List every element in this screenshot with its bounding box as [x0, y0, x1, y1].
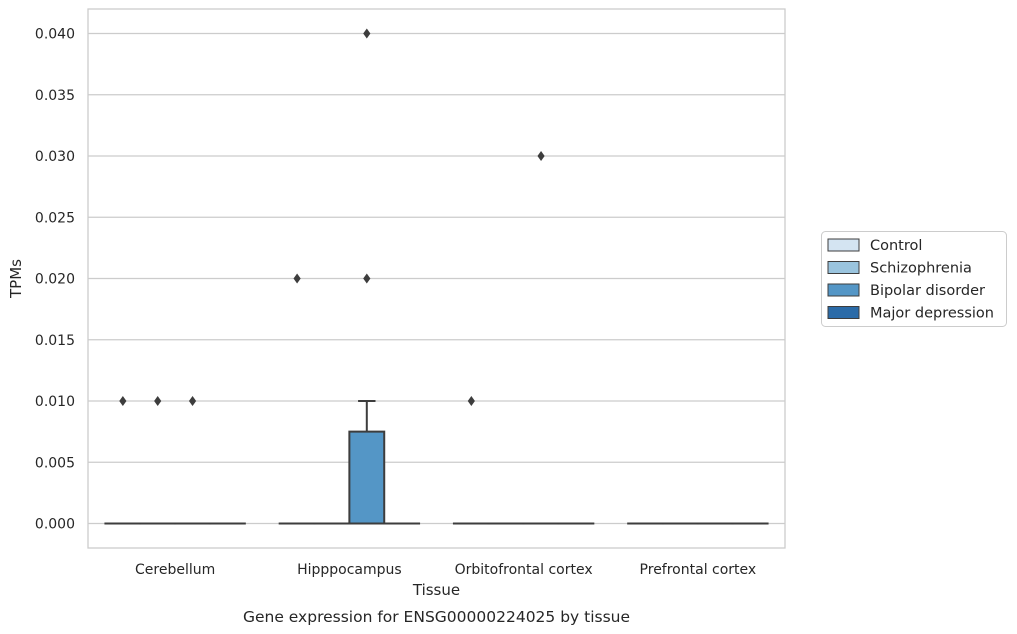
legend-label: Control [870, 238, 922, 254]
y-tick-label: 0.040 [35, 27, 75, 43]
outlier-point [363, 28, 371, 39]
outlier-points [119, 28, 545, 406]
y-tick-label: 0.000 [35, 517, 75, 533]
chart-caption: Gene expression for ENSG00000224025 by t… [243, 608, 630, 626]
y-tick-label: 0.015 [35, 333, 75, 349]
grid-lines [88, 32, 785, 525]
outlier-point [154, 396, 162, 406]
outlier-point [119, 396, 127, 406]
y-tick-label: 0.005 [35, 455, 75, 471]
legend-swatch [827, 261, 860, 274]
x-tick-label: Hipppocampus [297, 562, 402, 578]
y-tick-label: 0.030 [35, 149, 75, 165]
legend: Control Schizophrenia Bipolar disorder Majo… [821, 231, 1007, 327]
y-tick-label: 0.010 [35, 394, 75, 410]
plot-frame [87, 8, 786, 549]
box-body [348, 430, 386, 525]
outlier-point [467, 396, 475, 406]
legend-label: Schizophrenia [870, 261, 972, 277]
y-tick-label: 0.025 [35, 210, 75, 226]
outlier-point [188, 396, 197, 406]
box-series [104, 400, 769, 525]
legend-label: Major depression [870, 306, 994, 322]
x-axis-label: Tissue [412, 581, 460, 599]
legend-swatch [827, 306, 860, 319]
x-tick-label: Orbitofrontal cortex [455, 562, 593, 578]
outlier-point [537, 151, 545, 161]
outlier-point [363, 273, 371, 284]
box-bipolar-disorder [348, 400, 386, 525]
y-tick-label: 0.020 [35, 272, 75, 288]
x-tick-label: Cerebellum [135, 562, 215, 578]
legend-swatch [827, 238, 860, 252]
legend-label: Bipolar disorder [870, 283, 985, 299]
x-tick-label: Prefrontal cortex [640, 562, 757, 578]
y-axis-ticks: 0.000 0.005 0.010 0.015 0.020 0.025 0.030 0.035… [35, 27, 75, 533]
y-tick-label: 0.035 [35, 88, 75, 104]
outlier-point [293, 273, 301, 284]
legend-swatch [827, 283, 860, 297]
y-axis-label: TPMs [7, 259, 25, 299]
x-axis-ticks: Cerebellum Hipppocampus Orbitofrontal cort… [135, 562, 756, 578]
legend-frame [821, 231, 1007, 327]
